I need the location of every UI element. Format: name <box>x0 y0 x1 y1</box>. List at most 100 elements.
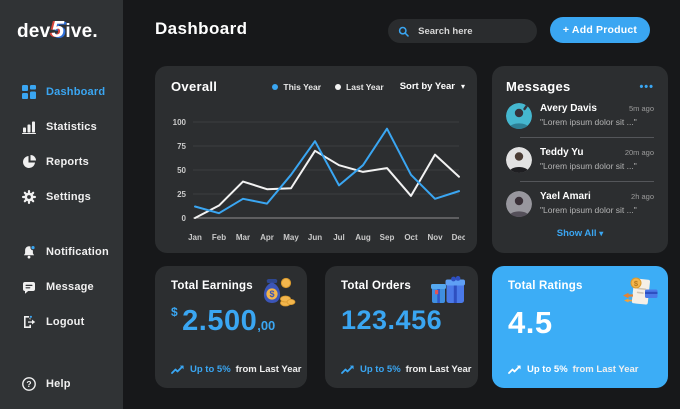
svg-text:Sep: Sep <box>380 233 395 242</box>
gear-icon <box>22 189 36 204</box>
sidebar: dev5ive. Dashboard Statistics Reports <box>0 0 123 409</box>
currency-symbol: $ <box>171 305 178 319</box>
sidebar-item-label: Notification <box>46 245 109 258</box>
trend-up-icon <box>341 365 354 374</box>
svg-text:25: 25 <box>177 190 186 199</box>
total-ratings-card: Total Ratings $ 4.5 Up to 5% from Last Y… <box>492 266 668 388</box>
search-input[interactable] <box>416 24 527 38</box>
trend-text: from Last Year <box>572 364 639 375</box>
message-body: Yael Amari 2h ago "Lorem ipsum dolor sit… <box>540 191 654 217</box>
message-list-item[interactable]: Teddy Yu 20m ago "Lorem ipsum dolor sit … <box>506 147 654 173</box>
show-all-label: Show All <box>556 228 597 239</box>
svg-text:Mar: Mar <box>236 233 250 242</box>
grid-icon <box>22 84 36 99</box>
divider <box>520 137 654 138</box>
sidebar-help-nav: ? Help <box>0 366 123 401</box>
logo-text-prefix: dev <box>17 21 51 42</box>
sidebar-item-label: Dashboard <box>46 85 106 98</box>
message-list-item[interactable]: Yael Amari 2h ago "Lorem ipsum dolor sit… <box>506 191 654 217</box>
help-icon: ? <box>22 376 36 391</box>
stat-value-main: 2.500 <box>182 305 258 337</box>
overall-title: Overall <box>171 79 218 94</box>
svg-text:Nov: Nov <box>427 233 443 242</box>
sidebar-item-dashboard[interactable]: Dashboard <box>0 74 123 109</box>
trend-percent: Up to 5% <box>527 364 568 375</box>
money-bag-icon: $ <box>257 274 297 315</box>
gift-boxes-icon <box>428 274 468 315</box>
sidebar-secondary-nav: Notification Message Logout <box>0 234 123 339</box>
total-earnings-value: $ 2.500,00 <box>171 305 291 338</box>
svg-text:Jul: Jul <box>333 233 345 242</box>
svg-text:$: $ <box>269 289 274 299</box>
app-logo: dev5ive. <box>17 16 98 43</box>
total-earnings-card: Total Earnings $ $ 2.500,00 Up to <box>155 266 307 388</box>
sidebar-item-label: Help <box>46 377 71 390</box>
svg-text:$: $ <box>634 279 639 288</box>
sidebar-item-reports[interactable]: Reports <box>0 144 123 179</box>
svg-text:Apr: Apr <box>260 233 274 242</box>
stat-value-main: 123.456 <box>341 305 443 335</box>
sidebar-item-settings[interactable]: Settings <box>0 179 123 214</box>
trend-up-icon <box>171 365 184 374</box>
sidebar-item-notification[interactable]: Notification <box>0 234 123 269</box>
add-product-button[interactable]: + Add Product <box>550 17 650 43</box>
svg-text:Oct: Oct <box>404 233 418 242</box>
sidebar-item-label: Logout <box>46 315 85 328</box>
message-list-item[interactable]: Avery Davis 5m ago "Lorem ipsum dolor si… <box>506 103 654 129</box>
sort-by-year-dropdown[interactable]: Sort by Year ▾ <box>400 81 465 92</box>
legend-dot-last-year <box>335 83 342 90</box>
trend-up-icon <box>508 365 521 374</box>
sidebar-item-statistics[interactable]: Statistics <box>0 109 123 144</box>
sidebar-item-label: Statistics <box>46 120 97 133</box>
trend-indicator: Up to 5% from Last Year <box>341 364 471 375</box>
sidebar-item-label: Settings <box>46 190 91 203</box>
pie-chart-icon <box>23 154 36 168</box>
svg-text:50: 50 <box>177 166 186 175</box>
sidebar-primary-nav: Dashboard Statistics Reports <box>0 74 123 214</box>
legend-item-last-year[interactable]: Last Year <box>335 82 384 92</box>
svg-text:?: ? <box>26 379 31 389</box>
avatar <box>506 103 532 129</box>
legend-item-this-year[interactable]: This Year <box>272 82 321 92</box>
legend-label: Last Year <box>346 81 384 92</box>
page-title: Dashboard <box>155 19 248 38</box>
overall-card-header: Overall This Year Last Year Sort by Year… <box>171 79 465 94</box>
chart-legend: This Year Last Year <box>272 82 384 92</box>
sidebar-item-logout[interactable]: Logout <box>0 304 123 339</box>
total-ratings-value: 4.5 <box>508 305 652 341</box>
trend-percent: Up to 5% <box>360 364 401 375</box>
message-sender: Yael Amari <box>540 191 591 202</box>
message-preview: "Lorem ipsum dolor sit ..." <box>540 161 637 171</box>
messages-header: Messages ••• <box>506 79 654 94</box>
message-preview: "Lorem ipsum dolor sit ..." <box>540 205 637 215</box>
receipt-coin-icon: $ <box>618 274 658 315</box>
svg-text:Dec: Dec <box>452 233 465 242</box>
message-timestamp: 5m ago <box>628 104 654 113</box>
stat-title: Total Earnings <box>171 280 253 292</box>
messages-card: Messages ••• Avery Davis 5m ago "Lorem i… <box>492 66 668 253</box>
message-timestamp: 20m ago <box>624 148 654 157</box>
svg-text:Jun: Jun <box>308 233 322 242</box>
svg-text:100: 100 <box>173 118 187 127</box>
ellipsis-menu-icon[interactable]: ••• <box>639 80 654 93</box>
trend-indicator: Up to 5% from Last Year <box>508 364 638 375</box>
messages-title: Messages <box>506 79 571 94</box>
search-bar <box>388 19 537 43</box>
overall-chart-card: Overall This Year Last Year Sort by Year… <box>155 66 477 253</box>
show-all-link[interactable]: Show All ▾ <box>506 228 654 239</box>
svg-text:Aug: Aug <box>355 233 371 242</box>
bar-chart-icon <box>22 121 36 134</box>
trend-text: from Last Year <box>235 364 302 375</box>
svg-text:May: May <box>283 233 299 242</box>
message-sender: Avery Davis <box>540 103 597 114</box>
stat-title: Total Orders <box>341 280 411 292</box>
sidebar-item-help[interactable]: ? Help <box>0 366 123 401</box>
svg-text:Feb: Feb <box>212 233 226 242</box>
message-body: Teddy Yu 20m ago "Lorem ipsum dolor sit … <box>540 147 654 173</box>
bell-icon <box>23 244 36 258</box>
search-icon[interactable] <box>398 25 409 38</box>
sidebar-item-message[interactable]: Message <box>0 269 123 304</box>
total-orders-value: 123.456 <box>341 305 462 336</box>
svg-text:75: 75 <box>177 142 186 151</box>
